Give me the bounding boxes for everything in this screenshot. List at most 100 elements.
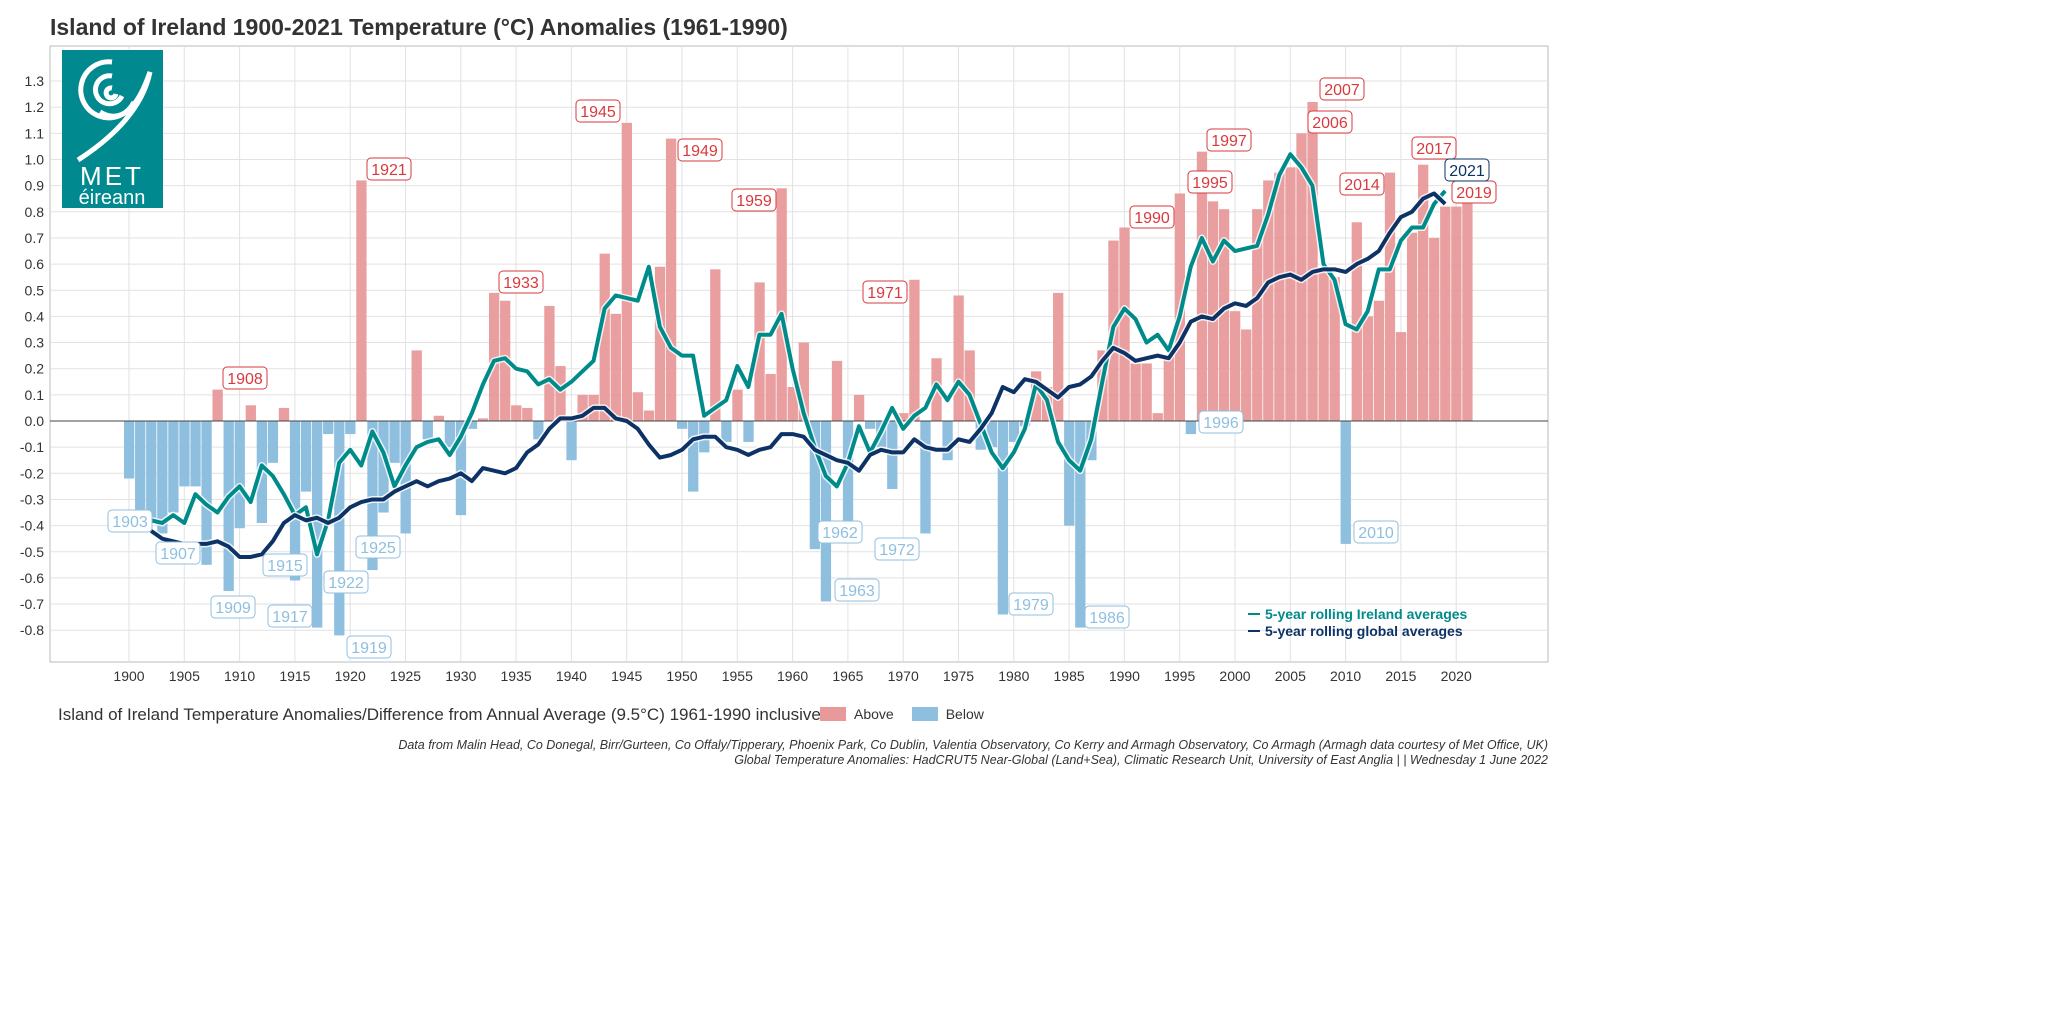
y-tick-label: 0.1 [25,387,45,403]
annotation-label-2010: 2010 [1353,520,1399,544]
bar-1967 [865,421,876,429]
annotation-text: 2007 [1324,82,1360,99]
bar-1957 [754,282,765,421]
annotation-label-2006: 2006 [1307,110,1353,134]
bar-1948 [654,266,666,421]
global-rolling-line [149,191,1447,559]
x-tick-label: 1950 [666,668,697,684]
annotation-text: 1908 [227,371,263,388]
annotation-box [1206,128,1252,152]
bar-1960 [787,387,798,421]
annotation-label-2014: 2014 [1339,172,1385,196]
y-tick-label: 1.1 [25,125,45,141]
annotation-text: 1962 [822,525,858,542]
bar-1914 [278,407,290,421]
annotation-label-1986: 1986 [1084,605,1130,629]
bar-2016 [1406,232,1418,421]
annotation-label-1925: 1925 [355,535,401,559]
annotation-label-1909: 1909 [210,595,256,619]
bar-1939 [555,366,566,421]
legend-above-swatch [820,707,846,721]
bar-1938 [544,305,555,421]
annotation-text: 1990 [1134,210,1170,227]
bar-1998 [1207,201,1219,421]
bar-1962 [809,421,821,550]
bar-2017 [1418,164,1429,422]
annotation-text: 1986 [1089,610,1125,627]
x-tick-label: 1975 [943,668,974,684]
bar-1927 [422,421,433,440]
annotation-text: 1922 [328,575,364,592]
y-tick-label: 0.3 [25,335,45,351]
annotation-box [107,509,153,533]
bar-1976 [964,350,975,421]
bar-1941 [577,394,588,421]
y-tick-label: -0.1 [20,439,44,455]
bar-1900 [124,421,135,479]
annotation-text: 1945 [580,104,616,121]
x-tick-label: 1930 [445,668,476,684]
bar-1955 [732,389,743,421]
annotation-box [1008,592,1054,616]
bar-1947 [643,410,655,421]
bar-1993 [1152,413,1163,421]
annotation-box [1319,77,1365,101]
bar-1945 [621,122,632,421]
x-tick-label: 1990 [1109,668,1140,684]
annotation-text: 1917 [272,609,308,626]
legend-ireland-label: 5-year rolling Ireland averages [1265,606,1468,622]
chart-title: Island of Ireland 1900-2021 Temperature … [50,14,788,40]
bar-1937 [533,421,544,440]
bar-1959 [776,188,787,421]
annotation-label-1959: 1959 [731,188,777,212]
annotation-label-1922: 1922 [323,570,369,594]
bar-1936 [522,407,533,421]
annotation-label-2017: 2017 [1411,136,1457,160]
bar-2010 [1340,421,1351,544]
bar-1994 [1163,355,1174,421]
bar-1903 [157,421,168,534]
annotation-label-1921: 1921 [366,157,412,181]
y-tick-label: 1.2 [25,99,45,115]
annotation-box [355,535,401,559]
annotation-box [1307,110,1353,134]
annotation-label-1972: 1972 [874,537,920,561]
annotation-text: 2021 [1449,163,1485,180]
bar-2003 [1263,180,1274,421]
legend-below-label: Below [945,706,984,722]
bar-1974 [942,421,953,461]
bar-2019 [1440,206,1451,421]
x-tick-label: 1925 [390,668,421,684]
legend-below-swatch [911,707,938,721]
bar-2015 [1395,332,1407,421]
annotation-label-1979: 1979 [1008,592,1054,616]
x-tick-label: 1915 [279,668,310,684]
bar-1977 [975,421,986,450]
bar-1950 [677,421,688,429]
bar-1929 [444,421,456,448]
bar-1997 [1196,151,1208,421]
annotation-text: 2006 [1312,115,1348,132]
y-tick-label: -0.8 [20,622,44,638]
annotation-label-1915: 1915 [262,553,308,577]
y-tick-label: 1.3 [25,73,45,89]
x-tick-label: 1985 [1054,668,1085,684]
annotation-label-1963: 1963 [834,578,880,602]
bar-1921 [356,180,367,421]
annotation-label-1997: 1997 [1206,128,1252,152]
bar-1920 [345,421,356,435]
bar-2014 [1384,172,1396,421]
y-tick-label: 0.8 [25,204,45,220]
annotation-box [731,188,777,212]
x-tick-label: 1935 [501,668,532,684]
annotation-label-1917: 1917 [267,604,313,628]
annotation-box [817,520,863,544]
logo-text-met: MET [80,161,144,191]
annotation-box [323,570,369,594]
bar-1935 [511,405,522,421]
bar-2004 [1274,172,1285,421]
x-tick-label: 2005 [1275,668,1306,684]
logo-swirl-icon [76,59,153,163]
x-tick-label: 1940 [556,668,587,684]
